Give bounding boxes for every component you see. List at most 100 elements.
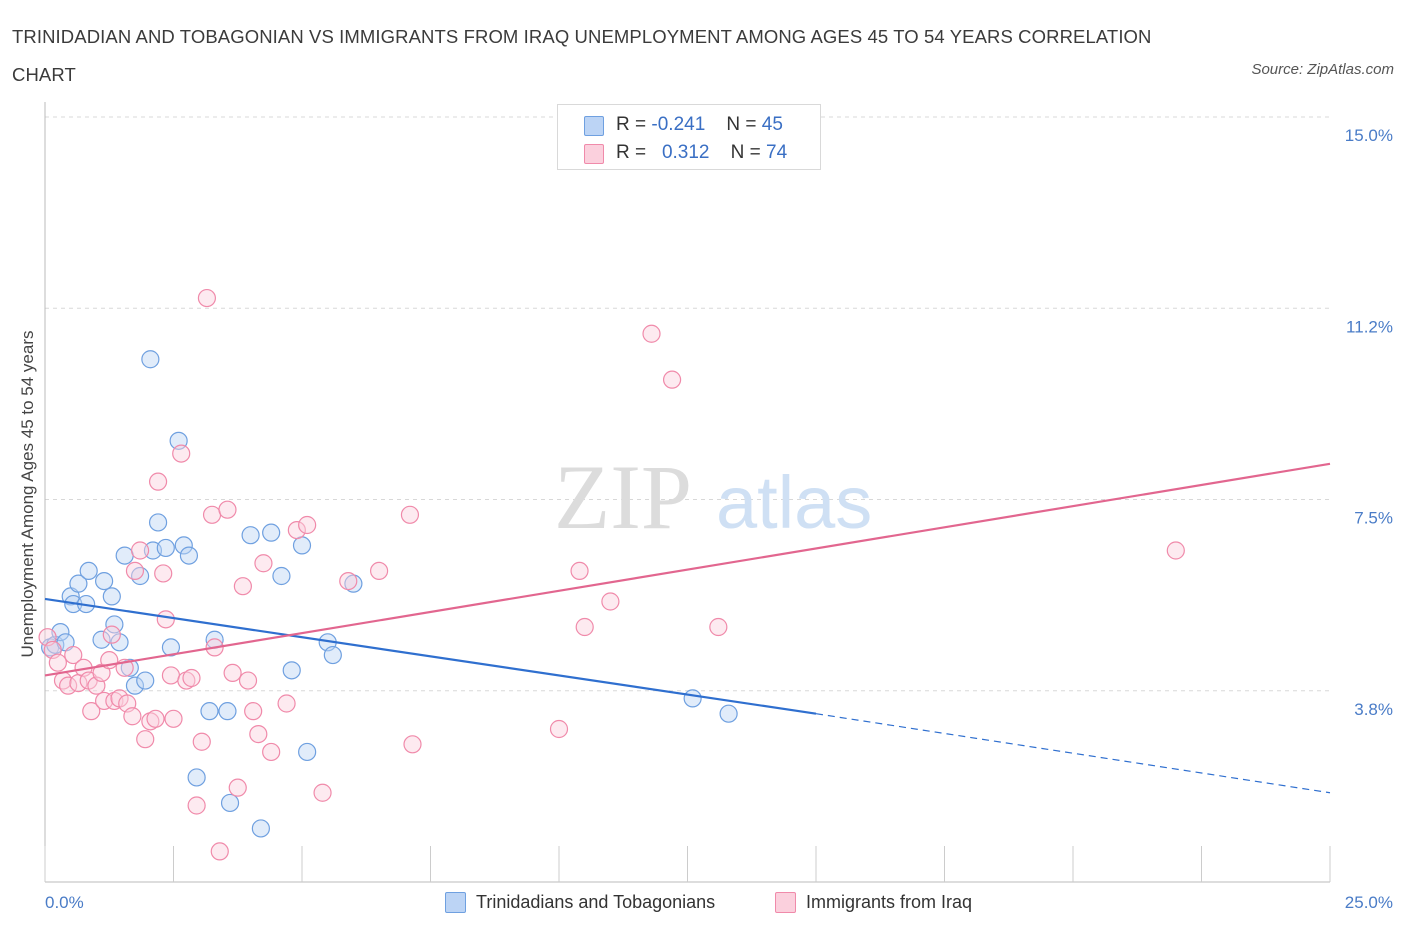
point-trinidadian (218, 702, 237, 721)
point-trinidadian (323, 645, 342, 665)
point-iraq (136, 730, 155, 749)
r-label: R = (616, 114, 647, 135)
r-value-iraq: 0.312 (661, 142, 710, 163)
correlation-legend: R = -0.241 N = 45 R = 0.312 N = 74 (557, 104, 821, 170)
point-iraq (102, 625, 121, 644)
point-trinidadian (272, 566, 291, 586)
point-trinidadian (141, 350, 160, 369)
point-iraq (210, 842, 229, 861)
point-iraq (172, 444, 191, 463)
point-iraq (313, 783, 332, 802)
point-trinidadian (125, 676, 145, 695)
point-iraq (177, 671, 196, 690)
point-iraq (601, 592, 620, 611)
trend-lines (44, 462, 1331, 794)
point-iraq (82, 702, 101, 721)
point-iraq (202, 505, 222, 524)
point-iraq (298, 515, 317, 535)
data-points (38, 288, 1185, 861)
point-iraq (123, 707, 142, 726)
point-iraq (249, 724, 268, 744)
point-trinidadian (251, 819, 270, 838)
point-trinidadian (136, 671, 155, 690)
point-iraq (709, 617, 728, 637)
point-iraq (48, 653, 67, 672)
point-trinidadian (241, 526, 260, 545)
point-iraq (662, 370, 682, 389)
legend-label-trinidadian: Trinidadians and Tobagonians (476, 892, 716, 912)
point-trinidadian (187, 768, 206, 787)
y-axis-label: Unemployment Among Ages 45 to 54 years (18, 331, 37, 658)
legend-label-iraq: Immigrants from Iraq (806, 892, 973, 912)
point-trinidadian (92, 630, 111, 649)
point-iraq (141, 712, 160, 731)
x-tick-label: 25.0% (1345, 893, 1393, 912)
point-trinidadian (161, 638, 181, 657)
point-trinidadian (298, 742, 317, 762)
trend-line-iraq (44, 462, 1331, 677)
point-iraq (262, 742, 281, 762)
legend-swatch-pink (584, 144, 604, 164)
y-tick-label: 15.0% (1345, 126, 1393, 145)
n-value-iraq: 74 (766, 142, 788, 163)
grid-lines (45, 116, 1330, 692)
point-trinidadian (262, 523, 281, 542)
point-iraq (400, 505, 420, 524)
point-iraq (233, 577, 252, 596)
point-iraq (192, 732, 211, 751)
point-iraq (223, 663, 242, 683)
axes (44, 102, 1331, 883)
point-iraq (197, 288, 217, 308)
point-iraq (277, 694, 296, 713)
y-tick-label: 3.8% (1354, 700, 1393, 719)
point-iraq (228, 778, 247, 797)
point-trinidadian (683, 689, 702, 708)
n-value-trinidadian: 45 (761, 114, 783, 135)
point-trinidadian (120, 658, 139, 677)
point-iraq (287, 520, 306, 540)
y-tick-label: 11.2% (1346, 317, 1393, 336)
watermark-atlas: atlas (716, 461, 872, 544)
point-iraq (64, 645, 83, 665)
point-iraq (1166, 541, 1185, 560)
source-credit: Source: ZipAtlas.com (1251, 61, 1394, 78)
point-trinidadian (292, 536, 312, 555)
point-trinidadian (156, 538, 175, 558)
point-trinidadian (79, 561, 98, 581)
point-iraq (125, 561, 145, 581)
point-iraq (339, 571, 358, 591)
point-iraq (370, 561, 389, 581)
point-trinidadian (69, 574, 88, 593)
point-iraq (182, 668, 201, 688)
x-tick-label: 0.0% (45, 893, 84, 912)
legend-swatch-pink (775, 892, 796, 913)
tick-labels: 3.8% 7.5% 11.2% 15.0% 0.0% 25.0% (45, 126, 1393, 912)
point-trinidadian (719, 704, 738, 723)
chart-title: TRINIDADIAN AND TOBAGONIAN VS IMMIGRANTS… (12, 26, 1152, 85)
watermark-zip: ZIP (554, 446, 692, 548)
point-iraq (187, 796, 206, 815)
point-trinidadian (344, 574, 363, 593)
trend-line-trinidadian (44, 597, 817, 715)
n-label: N = (730, 142, 761, 163)
point-trinidadian (220, 793, 240, 813)
point-iraq (549, 719, 569, 739)
legend-swatch-blue (445, 892, 466, 913)
point-trinidadian (282, 661, 301, 680)
legend-swatch-blue (584, 116, 604, 136)
point-iraq (238, 671, 258, 690)
point-iraq (154, 564, 173, 583)
point-iraq (95, 691, 114, 711)
legend-row-trinidadian: R = -0.241 N = 45 (584, 111, 783, 139)
point-iraq (156, 610, 175, 629)
n-label: N = (726, 114, 757, 135)
point-iraq (148, 472, 168, 491)
point-iraq (164, 709, 183, 728)
point-iraq (570, 561, 589, 581)
point-trinidadian (102, 587, 121, 606)
point-trinidadian (200, 702, 219, 721)
point-trinidadian (130, 566, 150, 586)
y-tick-label: 7.5% (1354, 509, 1393, 528)
point-trinidadian (115, 546, 134, 565)
